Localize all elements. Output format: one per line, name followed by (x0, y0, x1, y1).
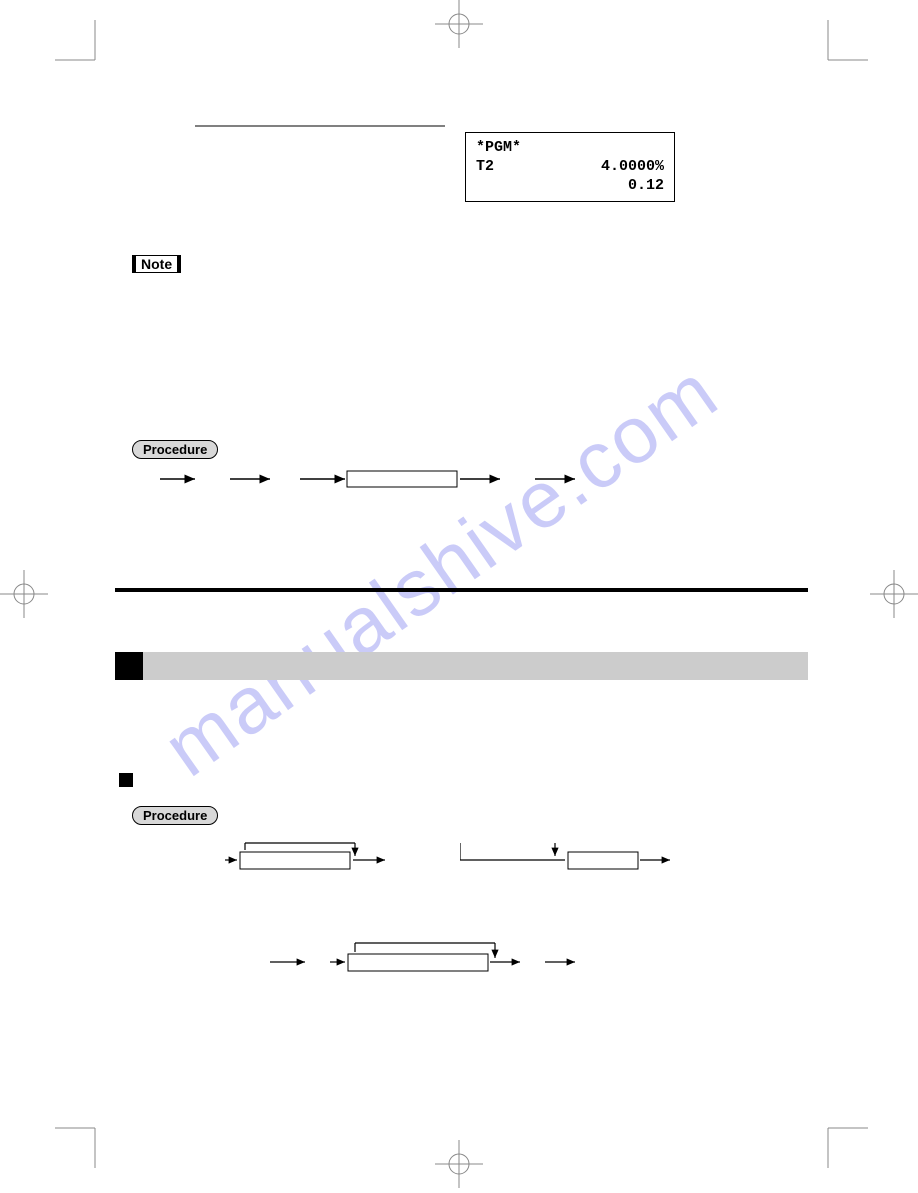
section-divider (115, 588, 808, 592)
procedure-badge-1: Procedure (132, 440, 218, 459)
flow-row-top (160, 468, 660, 490)
pgm-percent-value: 4.0000% (601, 158, 664, 177)
pgm-value: 0.12 (628, 177, 664, 196)
underline-decoration (195, 125, 445, 129)
pgm-t2-label: T2 (476, 158, 494, 177)
flow-diagram-left (225, 840, 405, 890)
registration-mark-right (870, 570, 918, 618)
flow-diagram-bottom (270, 940, 590, 990)
registration-mark-left (0, 570, 48, 618)
registration-mark-top (435, 0, 483, 48)
pgm-display-box: *PGM* T2 4.0000% 0.12 (465, 132, 675, 202)
crop-mark-top-left (55, 20, 115, 80)
bullet-sq-icon (119, 773, 133, 787)
note-badge: Note (132, 255, 181, 273)
pgm-label: *PGM* (476, 139, 521, 158)
section-heading-marker (115, 652, 143, 680)
note-label: Note (135, 255, 178, 273)
flow-diagram-right (460, 840, 680, 890)
registration-mark-bottom (435, 1140, 483, 1188)
section-heading-band (115, 652, 808, 680)
crop-mark-top-right (808, 20, 868, 80)
crop-mark-bottom-right (808, 1108, 868, 1168)
page-content: *PGM* T2 4.0000% 0.12 Note Procedure Pro… (115, 70, 808, 1103)
procedure-badge-2: Procedure (132, 806, 218, 825)
crop-mark-bottom-left (55, 1108, 115, 1168)
